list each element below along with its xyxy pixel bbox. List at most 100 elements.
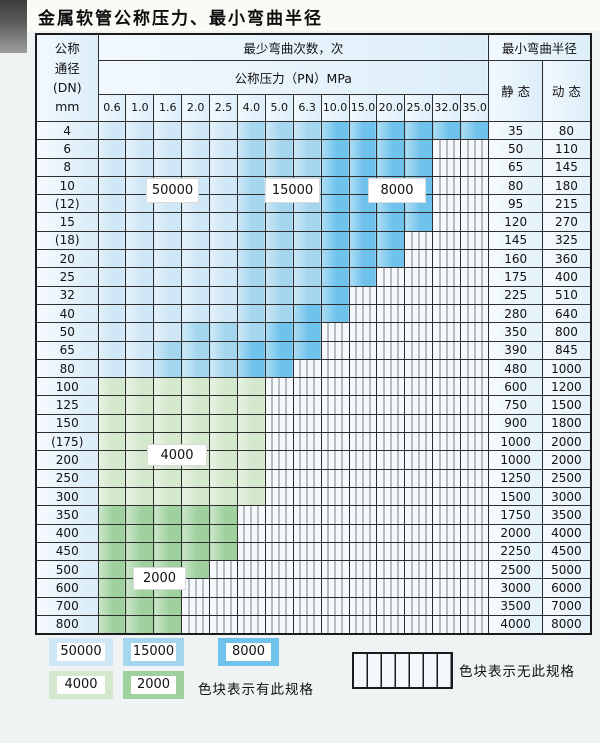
cell-no-spec <box>404 413 434 434</box>
cell-spec-8000 <box>320 139 350 159</box>
cell-no-spec <box>264 523 294 543</box>
cell-spec-8000 <box>348 157 378 177</box>
cell-no-spec <box>460 596 490 617</box>
cell-no-spec <box>292 358 322 379</box>
cell-no-spec <box>376 541 406 562</box>
cell-no-spec <box>432 541 462 562</box>
cell-spec-50000 <box>97 249 127 269</box>
cell-no-spec <box>320 523 350 543</box>
table-row-dn-6: 6 50 110 <box>35 139 592 159</box>
cell-spec-8000 <box>348 230 378 251</box>
cell-spec-50000 <box>97 120 127 141</box>
dn-label: 800 <box>35 615 99 635</box>
cell-no-spec <box>432 267 462 287</box>
cell-no-spec <box>320 486 350 507</box>
cell-no-spec <box>460 249 490 269</box>
cell-spec-4000 <box>236 377 266 397</box>
cell-no-spec <box>320 340 350 360</box>
pressure-col-5.0: 5.0 <box>264 93 294 123</box>
cell-spec-8000 <box>404 212 434 232</box>
cell-spec-4000 <box>153 486 183 507</box>
cell-spec-4000 <box>236 413 266 434</box>
cell-no-spec <box>376 450 406 470</box>
cell-spec-50000 <box>181 303 211 324</box>
cell-spec-50000 <box>153 157 183 177</box>
dynamic-radius-value: 4500 <box>542 541 592 562</box>
cell-spec-8000 <box>320 285 350 305</box>
cell-spec-8000 <box>376 120 406 141</box>
cell-no-spec <box>460 615 490 635</box>
dn-label: (175) <box>35 432 99 452</box>
cell-spec-2000 <box>209 505 238 525</box>
cell-no-spec <box>320 322 350 342</box>
cell-spec-4000 <box>209 486 238 507</box>
cell-no-spec <box>404 596 434 617</box>
cell-spec-15000 <box>153 358 183 379</box>
cell-spec-8000 <box>320 249 350 269</box>
dn-label: 600 <box>35 578 99 598</box>
cell-no-spec <box>376 377 406 397</box>
cell-spec-15000 <box>181 358 211 379</box>
dn-label: 50 <box>35 322 99 342</box>
cell-no-spec <box>292 560 322 580</box>
cell-spec-8000 <box>432 120 462 141</box>
cell-no-spec <box>460 285 490 305</box>
cell-no-spec <box>376 358 406 379</box>
cell-no-spec <box>404 486 434 507</box>
dynamic-radius-value: 215 <box>542 194 592 214</box>
legend-swatch-8000: 8000 <box>218 638 279 666</box>
static-radius-value: 390 <box>488 340 544 360</box>
cell-spec-15000 <box>236 285 266 305</box>
cell-spec-15000 <box>292 120 322 141</box>
cell-no-spec <box>404 468 434 488</box>
scan-corner-artifact <box>0 0 27 53</box>
static-radius-value: 1000 <box>488 450 544 470</box>
dn-label: 15 <box>35 212 99 232</box>
cell-no-spec <box>320 358 350 379</box>
static-radius-value: 3500 <box>488 596 544 617</box>
cell-spec-2000 <box>125 541 155 562</box>
cell-spec-8000 <box>320 157 350 177</box>
cell-no-spec <box>292 523 322 543</box>
cell-spec-50000 <box>209 194 238 214</box>
cell-spec-8000 <box>264 340 294 360</box>
cell-spec-8000 <box>376 230 406 251</box>
cell-no-spec <box>432 358 462 379</box>
cell-spec-8000 <box>292 322 322 342</box>
cell-no-spec <box>376 468 406 488</box>
cell-spec-15000 <box>292 267 322 287</box>
cell-spec-4000 <box>153 395 183 415</box>
table-row-dn-300: 300 1500 3000 <box>35 486 592 507</box>
cell-spec-15000 <box>292 249 322 269</box>
cell-spec-50000 <box>209 175 238 196</box>
cell-spec-2000 <box>181 523 211 543</box>
cell-no-spec <box>404 615 434 635</box>
cell-no-spec <box>460 578 490 598</box>
cell-no-spec <box>432 560 462 580</box>
cell-spec-8000 <box>320 267 350 287</box>
cell-spec-15000 <box>236 303 266 324</box>
cell-spec-4000 <box>236 432 266 452</box>
cell-spec-15000 <box>264 285 294 305</box>
table-row-dn-20: 20 160 360 <box>35 249 592 269</box>
cell-no-spec <box>376 560 406 580</box>
cell-spec-8000 <box>320 212 350 232</box>
static-radius-value: 120 <box>488 212 544 232</box>
cell-spec-4000 <box>125 395 155 415</box>
cell-spec-15000 <box>264 139 294 159</box>
cell-no-spec <box>348 486 378 507</box>
pressure-col-20.0: 20.0 <box>376 93 406 123</box>
cell-spec-50000 <box>181 120 211 141</box>
cell-no-spec <box>460 230 490 251</box>
cell-spec-50000 <box>125 120 155 141</box>
cell-spec-2000 <box>97 578 127 598</box>
cell-spec-8000 <box>376 212 406 232</box>
legend-swatch-15000: 15000 <box>123 638 184 666</box>
cell-no-spec <box>432 615 462 635</box>
dynamic-radius-value: 80 <box>542 120 592 141</box>
legend-swatch-50000: 50000 <box>49 638 113 666</box>
cell-spec-50000 <box>97 303 127 324</box>
cell-spec-15000 <box>236 230 266 251</box>
cell-spec-15000 <box>236 157 266 177</box>
cell-no-spec <box>181 578 211 598</box>
